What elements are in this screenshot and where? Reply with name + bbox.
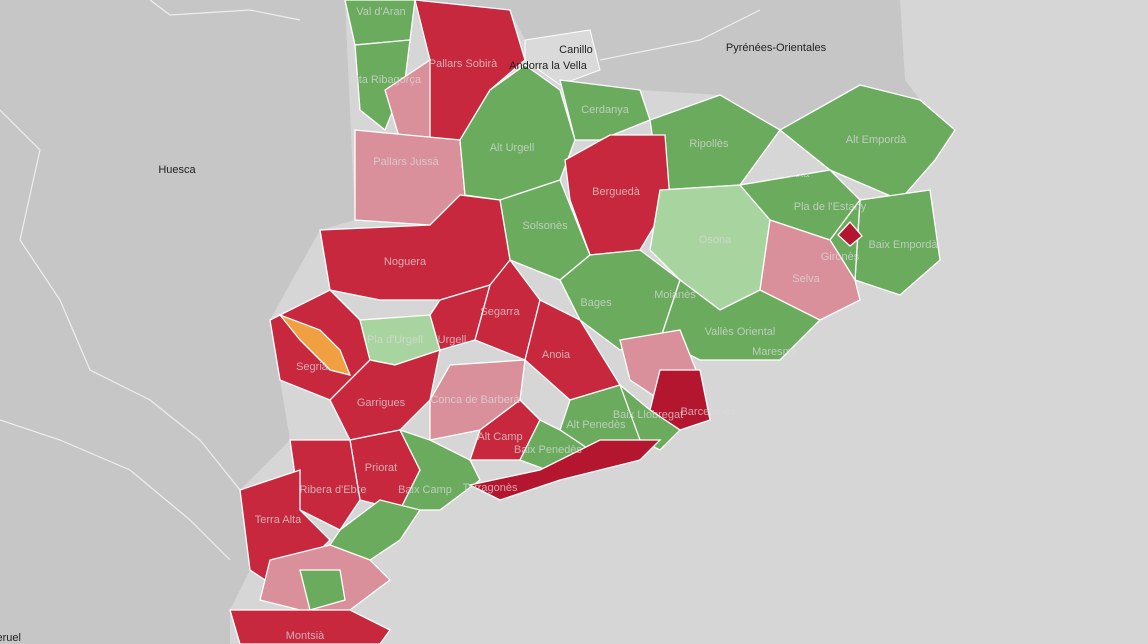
region-label: Anoia xyxy=(542,349,571,361)
region-label: Bages xyxy=(580,297,612,309)
region xyxy=(278,313,352,376)
region-label: Baix Llobregat xyxy=(613,409,683,421)
region-label: Alt Penedès xyxy=(566,419,626,431)
france-land xyxy=(415,0,920,130)
region-label: Garrigues xyxy=(357,397,406,409)
region-label: Terra Alta xyxy=(255,514,302,526)
region-label: Ripollès xyxy=(689,138,729,150)
region-label: Montsià xyxy=(286,630,325,642)
region xyxy=(299,569,346,611)
place-label: Canillo xyxy=(559,44,593,56)
region-label: Pallars Sobirà xyxy=(429,58,498,70)
region xyxy=(468,439,662,501)
region-label: Baix Camp xyxy=(398,484,452,496)
region-labels: Val d'Aran Pallars Sobirà Alta Ribagorça… xyxy=(255,6,939,642)
region-label: Baix Penedès xyxy=(514,444,582,456)
region-label: Tarragonès xyxy=(462,482,518,494)
region xyxy=(649,369,711,431)
comarques xyxy=(229,0,956,644)
region-label: Baix Empordà xyxy=(868,239,938,251)
region-label: Gironès xyxy=(821,251,860,263)
region-label: Alt Empordà xyxy=(846,134,907,146)
region-label: Selva xyxy=(792,273,820,285)
region-label: Urgell xyxy=(438,334,467,346)
region-label: Barcelonès xyxy=(680,406,736,418)
place-label: Huesca xyxy=(158,164,196,176)
spain-land xyxy=(0,0,355,644)
region xyxy=(559,79,651,141)
region-label: Segrià xyxy=(296,361,329,373)
region-label: Pallars Jussà xyxy=(373,156,439,168)
region-label: Alta Ribagorça xyxy=(349,74,422,86)
border-lines xyxy=(0,0,761,561)
region-label: Osona xyxy=(699,234,732,246)
region-label: Vallès Oriental xyxy=(705,326,776,338)
region xyxy=(778,84,956,201)
region-label: Priorat xyxy=(365,462,397,474)
region xyxy=(398,428,481,511)
region-label: Noguera xyxy=(384,256,427,268)
region-label: Val d'Aran xyxy=(356,6,406,18)
region-label: Pla d'Urgell xyxy=(367,334,423,346)
region-label: Ribera d'Ebre xyxy=(300,484,367,496)
place-label: Teruel xyxy=(0,632,21,644)
region-label: Cerdanya xyxy=(581,104,630,116)
region xyxy=(229,609,391,644)
place-label: Pyrénées-Orientales xyxy=(726,42,827,54)
region-label: Solsonès xyxy=(522,220,568,232)
place-label: Andorra la Vella xyxy=(509,60,588,72)
region xyxy=(618,382,682,451)
region-label: Moianès xyxy=(654,289,696,301)
region-label: Segarra xyxy=(480,306,520,318)
region-label: Alt Camp xyxy=(477,431,522,443)
andorra xyxy=(524,29,601,86)
region-label: Garrotxa xyxy=(767,168,811,180)
region-label: Alt Urgell xyxy=(490,142,535,154)
region xyxy=(429,284,491,351)
region-label: Conca de Barberà xyxy=(430,394,520,406)
region-label: Pla de l'Estany xyxy=(794,201,867,213)
region-label: Maresme xyxy=(752,346,798,358)
place-labels: Huesca Canillo Andorra la Vella Pyrénées… xyxy=(0,42,827,644)
region-label: Berguedà xyxy=(592,186,641,198)
region xyxy=(837,221,863,247)
